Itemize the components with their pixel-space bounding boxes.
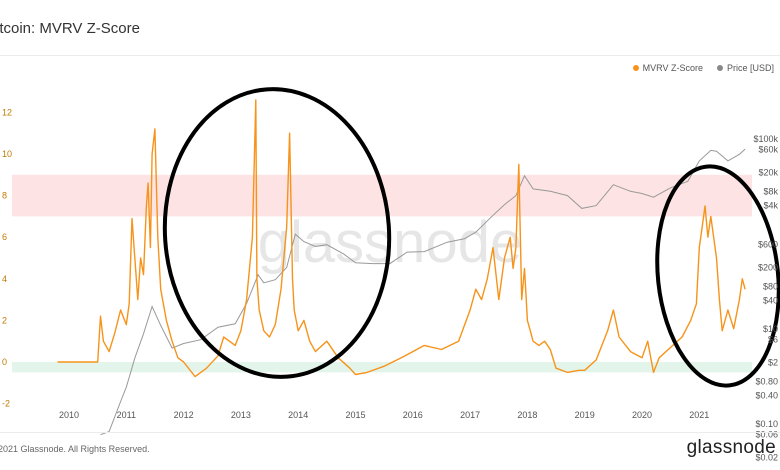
zscore-series-layer bbox=[57, 99, 746, 378]
x-tick-label: 2010 bbox=[59, 410, 79, 420]
y-right-tick-label: $40 bbox=[763, 296, 778, 306]
legend-item-zscore[interactable]: MVRV Z-Score bbox=[632, 63, 703, 73]
chart-title: itcoin: MVRV Z-Score bbox=[0, 20, 140, 37]
y-right-tick-label: $0.10 bbox=[755, 419, 778, 429]
x-tick-label: 2018 bbox=[517, 410, 537, 420]
y-right-tick-label: $200 bbox=[758, 262, 778, 272]
y-left-tick-label: 4 bbox=[2, 274, 7, 284]
header-divider bbox=[0, 55, 780, 56]
x-tick-label: 2011 bbox=[117, 410, 136, 420]
y-left-tick-label: 12 bbox=[2, 107, 12, 117]
y-right-tick-label: $4k bbox=[763, 201, 778, 211]
y-left-tick-label: 10 bbox=[2, 149, 12, 159]
zscore-series-line bbox=[57, 99, 746, 378]
y-right-tick-label: $60k bbox=[758, 145, 778, 155]
legend: MVRV Z-Score Price [USD] bbox=[632, 63, 774, 73]
x-tick-label: 2015 bbox=[345, 410, 365, 420]
x-tick-label: 2013 bbox=[231, 410, 251, 420]
y-right-tick-label: $0.02 bbox=[755, 452, 778, 462]
brand-logo[interactable]: glassnode bbox=[686, 437, 776, 458]
legend-dot-price-icon bbox=[716, 65, 723, 71]
y-left-tick-label: 8 bbox=[2, 191, 7, 201]
y-right-tick-label: $0.40 bbox=[755, 391, 778, 401]
annotation-layer bbox=[162, 87, 780, 388]
x-tick-label: 2019 bbox=[575, 410, 595, 420]
annotation-circle-right bbox=[655, 164, 780, 388]
y-right-tick-label: $80 bbox=[763, 281, 778, 291]
price-series-layer bbox=[100, 148, 746, 436]
legend-dot-zscore-icon bbox=[632, 65, 639, 71]
y-right-tick-label: $100k bbox=[753, 134, 778, 144]
y-right-tick-label: $2 bbox=[768, 357, 778, 367]
axes-layer: 12 10 8 6 4 2 0 -2 2010 2011 2012 2013 2014 2015 2016 2… bbox=[2, 107, 778, 462]
annotation-circle-left bbox=[162, 87, 392, 379]
x-tick-label: 2021 bbox=[689, 410, 709, 420]
price-series-line bbox=[100, 148, 746, 436]
legend-label-zscore: MVRV Z-Score bbox=[642, 63, 703, 73]
footer-divider bbox=[0, 432, 780, 433]
y-right-tick-label: $20k bbox=[758, 167, 778, 177]
y-right-tick-label: $0.80 bbox=[755, 376, 778, 386]
y-left-tick-label: -2 bbox=[2, 399, 10, 409]
x-tick-label: 2014 bbox=[288, 410, 308, 420]
y-left-tick-label: 6 bbox=[2, 232, 7, 242]
y-right-tick-label: $0.06 bbox=[755, 430, 778, 440]
x-tick-label: 2017 bbox=[460, 410, 480, 420]
y-right-tick-label: $10 bbox=[763, 324, 778, 334]
y-right-tick-label: $600 bbox=[758, 240, 778, 250]
x-tick-label: 2016 bbox=[403, 410, 423, 420]
legend-item-price[interactable]: Price [USD] bbox=[716, 63, 774, 73]
y-right-tick-label: $8k bbox=[763, 186, 778, 196]
y-left-tick-label: 0 bbox=[2, 357, 7, 367]
y-left-tick-label: 2 bbox=[2, 315, 7, 325]
footer-copyright: 2021 Glassnode. All Rights Reserved. bbox=[0, 444, 150, 454]
legend-label-price: Price [USD] bbox=[726, 63, 774, 73]
y-right-tick-label: $6 bbox=[768, 335, 778, 345]
x-tick-label: 2012 bbox=[174, 410, 194, 420]
x-tick-label: 2020 bbox=[632, 410, 652, 420]
